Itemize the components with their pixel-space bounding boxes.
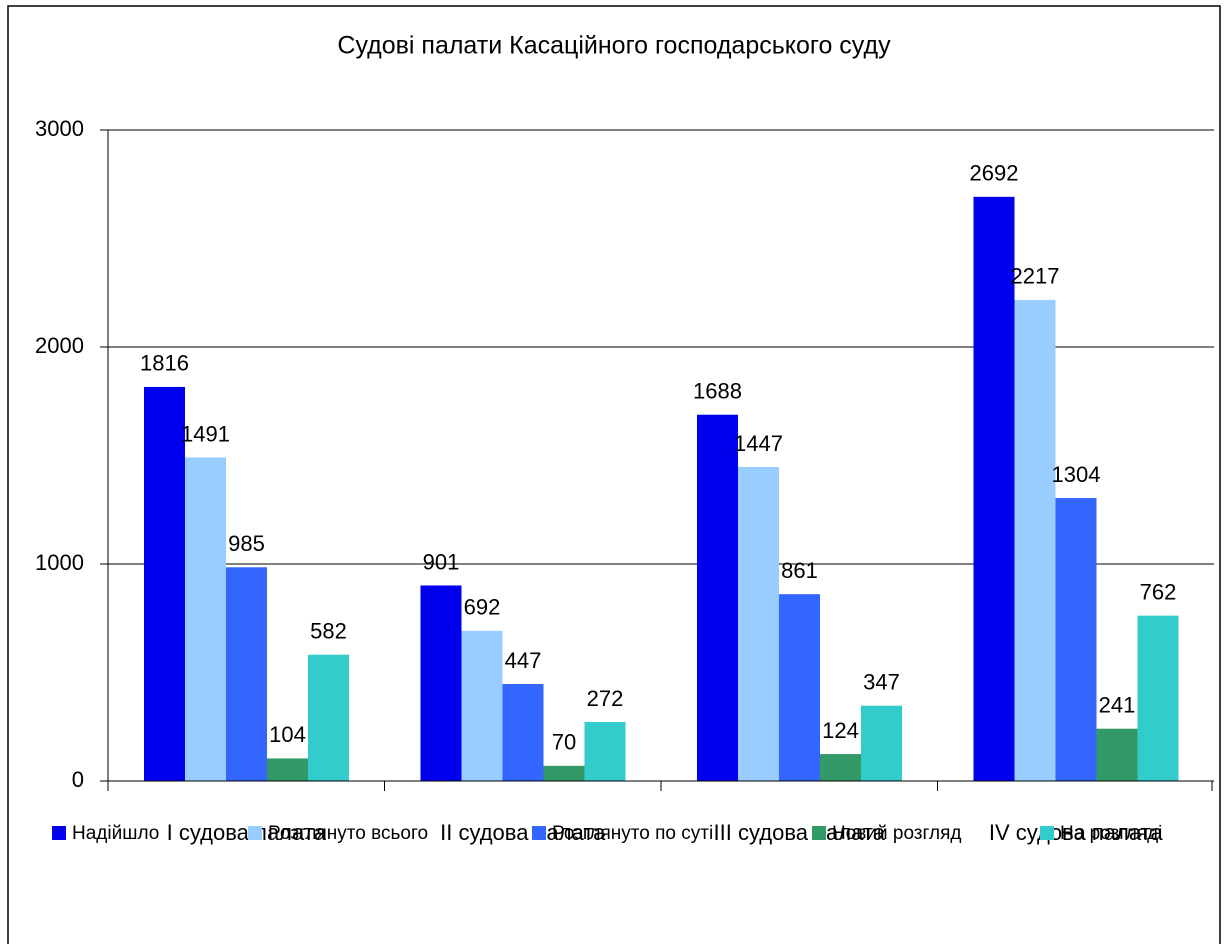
legend-label: Новий розгляд (832, 823, 962, 844)
value-label: 901 (423, 549, 460, 574)
bar (144, 386, 185, 781)
bar (779, 594, 820, 781)
chart-title: Судові палати Касаційного господарського… (337, 32, 891, 60)
value-label: 272 (587, 686, 624, 711)
legend-swatch (248, 826, 262, 840)
legend-swatch (532, 826, 546, 840)
y-tick-label: 3000 (35, 116, 84, 141)
bar (1137, 615, 1179, 781)
legend-swatch (812, 826, 826, 840)
legend-label: Надійшло (72, 823, 159, 844)
y-tick-label: 0 (72, 767, 84, 792)
value-label: 447 (505, 648, 542, 673)
bar (861, 705, 902, 781)
value-label: 104 (269, 722, 306, 747)
value-label: 347 (863, 670, 900, 695)
value-label: 241 (1099, 693, 1136, 718)
value-label: 582 (310, 619, 347, 644)
value-label: 985 (228, 531, 265, 556)
value-label: 1304 (1052, 462, 1101, 487)
bar (226, 567, 267, 781)
value-label: 70 (552, 730, 576, 755)
x-tick-label: IV судова палата (989, 820, 1164, 845)
bar (267, 758, 308, 781)
value-label: 1688 (693, 379, 742, 404)
bar (1055, 498, 1097, 781)
y-tick-label: 2000 (35, 333, 84, 358)
x-tick-label: I судова палата (167, 820, 327, 845)
bar (584, 721, 626, 781)
legend-swatch (1040, 826, 1054, 840)
legend-label: На розгляді (1060, 823, 1162, 844)
bar (420, 585, 462, 781)
value-label: 1491 (181, 421, 230, 446)
x-tick-label: II судова палата (440, 820, 606, 845)
bar (308, 654, 349, 781)
bar (738, 467, 779, 781)
bar (185, 457, 226, 781)
bar (1014, 299, 1056, 781)
y-tick-label: 1000 (35, 550, 84, 575)
bar (502, 684, 544, 781)
bar (973, 196, 1015, 781)
legend-label: Розглянуто всього (268, 823, 428, 844)
legend-swatch (52, 826, 66, 840)
value-label: 762 (1140, 579, 1177, 604)
value-label: 2217 (1011, 264, 1060, 289)
value-label: 2692 (970, 161, 1019, 186)
bar (1096, 728, 1138, 781)
legend-label: Розглянуто по суті (552, 823, 713, 844)
value-label: 692 (464, 595, 501, 620)
bar (697, 414, 738, 781)
value-label: 861 (781, 558, 818, 583)
value-label: 1447 (734, 431, 783, 456)
bar (461, 630, 503, 781)
value-label: 124 (822, 718, 859, 743)
bar (543, 765, 585, 781)
value-label: 1816 (140, 351, 189, 376)
bar (820, 754, 861, 781)
x-tick-label: III судова палата (714, 820, 886, 845)
